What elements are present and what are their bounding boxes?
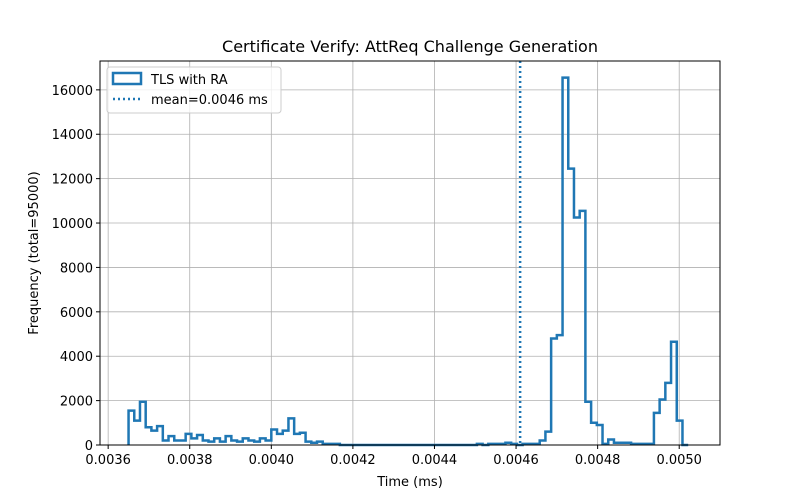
x-tick-label: 0.0040 bbox=[249, 453, 295, 468]
y-tick-label: 6000 bbox=[60, 306, 93, 321]
x-tick-label: 0.0038 bbox=[167, 453, 213, 468]
legend: TLS with RA mean=0.0046 ms bbox=[106, 66, 282, 114]
x-tick-label: 0.0044 bbox=[412, 453, 458, 468]
y-tick-label: 14000 bbox=[52, 128, 93, 143]
y-tick-label: 2000 bbox=[60, 395, 93, 410]
legend-label-mean-line: mean=0.0046 ms bbox=[151, 93, 268, 108]
x-tick-label: 0.0042 bbox=[330, 453, 376, 468]
y-tick-label: 0 bbox=[85, 439, 93, 454]
y-axis-ticks: 0 2000 4000 6000 8000 10000 12000 14000 16000 bbox=[52, 84, 100, 454]
x-tick-label: 0.0046 bbox=[493, 453, 539, 468]
y-tick-label: 16000 bbox=[52, 84, 93, 99]
x-axis-label: Time (ms) bbox=[376, 475, 443, 490]
x-tick-label: 0.0036 bbox=[85, 453, 131, 468]
legend-box bbox=[106, 66, 282, 114]
y-tick-label: 4000 bbox=[60, 350, 93, 365]
y-tick-label: 10000 bbox=[52, 217, 93, 232]
x-axis-ticks: 0.0036 0.0038 0.0040 0.0042 0.0044 0.0046 0.00… bbox=[85, 445, 702, 468]
y-axis-label: Frequency (total=95000) bbox=[27, 171, 42, 334]
x-tick-label: 0.0050 bbox=[656, 453, 702, 468]
y-tick-label: 8000 bbox=[60, 261, 93, 276]
legend-swatch-histogram bbox=[111, 71, 143, 86]
chart-title: Certificate Verify: AttReq Challenge Gen… bbox=[222, 37, 598, 56]
legend-label-histogram: TLS with RA bbox=[150, 73, 228, 88]
x-tick-label: 0.0048 bbox=[575, 453, 621, 468]
y-tick-label: 12000 bbox=[52, 173, 93, 188]
plot-frame bbox=[99, 60, 721, 446]
